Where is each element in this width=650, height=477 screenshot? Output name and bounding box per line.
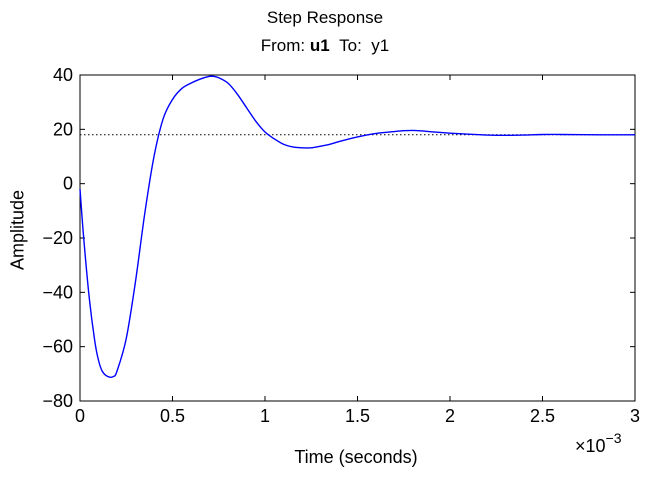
y-axis-label: Amplitude xyxy=(7,189,28,271)
x-tick-label: 2.5 xyxy=(530,406,555,426)
y-tick-label: 20 xyxy=(53,119,73,139)
y-tick-label: −40 xyxy=(42,282,73,302)
y-tick-label: 40 xyxy=(53,65,73,85)
x-multiplier-base: ×10 xyxy=(575,436,606,456)
x-axis-multiplier: ×10−3 xyxy=(575,430,622,457)
from-label: From: xyxy=(260,36,306,55)
x-multiplier-exponent: −3 xyxy=(605,430,622,446)
from-value: u1 xyxy=(309,36,330,55)
to-value: y1 xyxy=(371,36,390,55)
x-tick-label: 0 xyxy=(75,406,85,426)
chart-title: Step Response xyxy=(266,8,384,27)
series-line-0 xyxy=(79,75,636,378)
y-tick-label: −80 xyxy=(42,391,73,411)
y-tick-label: −60 xyxy=(42,337,73,357)
x-tick-label: 1 xyxy=(260,406,270,426)
chart-subtitle: From: u1 To: y1 xyxy=(0,36,650,56)
y-tick-label: 0 xyxy=(63,174,73,194)
x-tick-label: 0.5 xyxy=(160,406,185,426)
x-axis-label: Time (seconds) xyxy=(294,447,418,467)
x-tick-label: 2 xyxy=(445,406,455,426)
to-label: To: xyxy=(339,36,362,55)
x-tick-label: 1.5 xyxy=(345,406,370,426)
y-tick-label: −20 xyxy=(42,228,73,248)
x-tick-label: 3 xyxy=(630,406,640,426)
plot-frame xyxy=(79,74,636,402)
